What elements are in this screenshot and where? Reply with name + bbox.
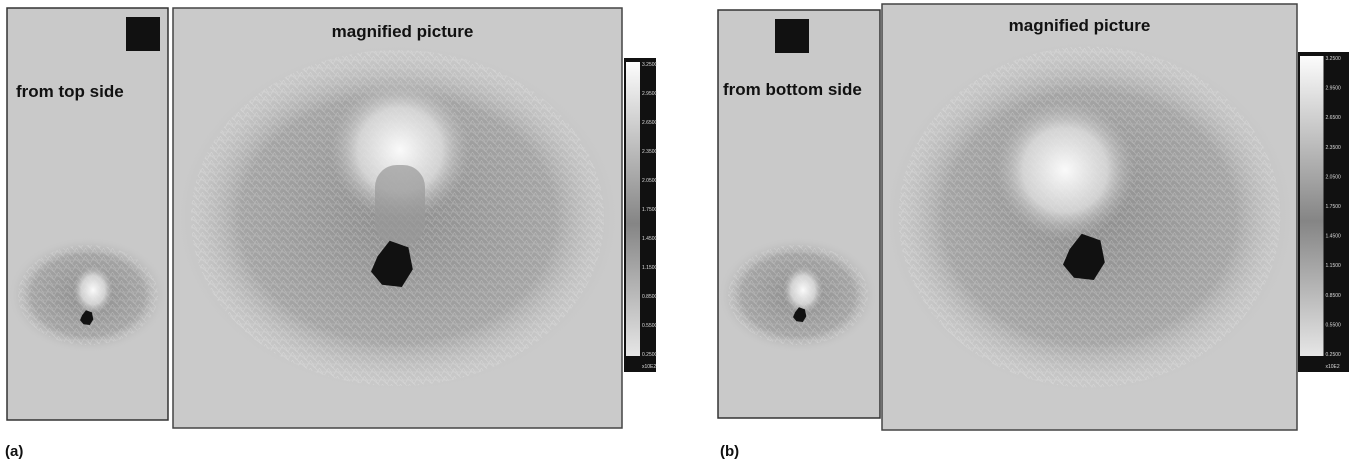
colorbar-tick: 1.7500 <box>642 207 658 213</box>
side-spot <box>73 266 113 314</box>
side-view-frame <box>7 8 168 420</box>
colorbar-tick: 0.2500 <box>642 352 658 358</box>
colorbar-tick: 3.2500 <box>1326 56 1342 62</box>
colorbar-tick: 1.4500 <box>642 236 658 242</box>
panel: from bottom side magnified picture 3.2500 2… <box>718 4 1349 460</box>
colorbar-unit: x10E2 <box>1326 364 1340 370</box>
side-caption: from top side <box>16 82 124 101</box>
colorbar-tick: 2.9500 <box>642 91 658 97</box>
colorbar <box>1300 56 1324 356</box>
side-caption: from bottom side <box>723 80 862 99</box>
colorbar-tick: 2.3500 <box>642 149 658 155</box>
colorbar-tick: 1.4500 <box>1326 234 1342 240</box>
panel-label: (a) <box>5 443 23 460</box>
colorbar-tick: 0.8500 <box>642 294 658 300</box>
side-view-frame <box>718 10 880 418</box>
side-spot <box>783 266 823 314</box>
colorbar-tick: 1.7500 <box>1326 204 1342 210</box>
axis-icon <box>126 17 160 51</box>
mag-caption: magnified picture <box>1009 16 1151 35</box>
colorbar-tick: 1.1500 <box>1326 263 1342 269</box>
panel: from top side magnified picture 3.2500 2.95… <box>5 8 658 460</box>
axis-icon <box>775 19 809 53</box>
colorbar-tick: 0.5500 <box>642 323 658 329</box>
mag-caption: magnified picture <box>332 22 474 41</box>
colorbar-tick: 2.0500 <box>642 178 658 184</box>
colorbar-unit: x10E2 <box>642 364 656 370</box>
colorbar-tick: 2.3500 <box>1326 145 1342 151</box>
colorbar-tick: 2.6500 <box>1326 115 1342 121</box>
colorbar-tick: 0.2500 <box>1326 352 1342 358</box>
panel-label: (b) <box>720 443 739 460</box>
figure: from top side magnified picture 3.2500 2.95… <box>0 0 1351 464</box>
colorbar-tick: 2.6500 <box>642 120 658 126</box>
colorbar-tick: 3.2500 <box>642 62 658 68</box>
mag-spot <box>995 100 1135 240</box>
colorbar-tick: 2.9500 <box>1326 86 1342 92</box>
colorbar-tick: 0.8500 <box>1326 293 1342 299</box>
colorbar-tick: 0.5500 <box>1326 322 1342 328</box>
probe <box>375 165 425 245</box>
colorbar-tick: 1.1500 <box>642 265 658 271</box>
colorbar <box>626 62 640 356</box>
colorbar-tick: 2.0500 <box>1326 174 1342 180</box>
